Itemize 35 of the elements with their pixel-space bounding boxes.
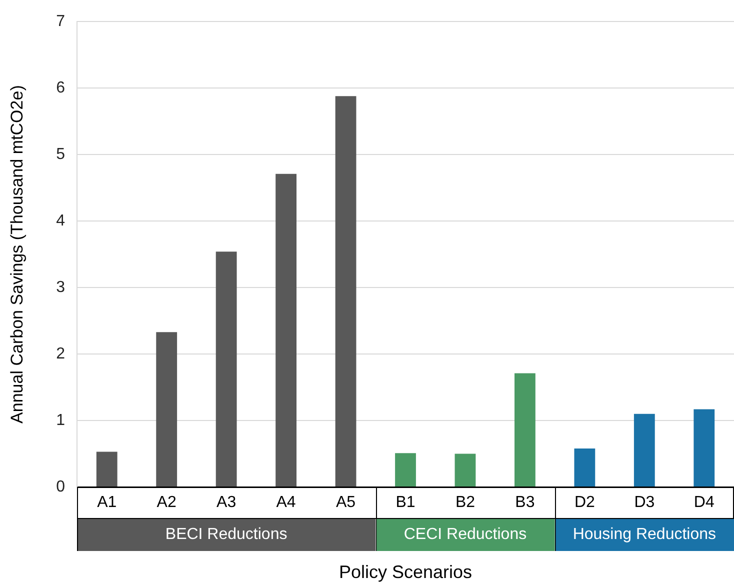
bar (454, 454, 476, 486)
y-tick-label: 2 (56, 345, 66, 362)
bar (156, 332, 178, 486)
text: BECI Reductions (165, 526, 288, 543)
bar (276, 174, 296, 486)
bar (335, 96, 356, 486)
text: Housing Reductions (572, 526, 716, 543)
x-tick-label: B3 (515, 494, 535, 511)
x-tick-label: A2 (156, 494, 176, 511)
x-tick-label: A5 (336, 494, 356, 511)
x-tick-label: A4 (276, 494, 296, 511)
bar (514, 373, 536, 486)
x-tick-label: A3 (216, 494, 236, 511)
y-tick-label: 3 (56, 278, 66, 296)
x-tick-label: D4 (694, 494, 714, 511)
y-axis-title: Annual Carbon Savings (Thousand mtCO2e) (8, 85, 27, 424)
bar (96, 452, 118, 486)
x-tick-label: A1 (97, 494, 117, 511)
x-tick-label: B1 (396, 494, 416, 511)
bar (694, 409, 715, 486)
y-tick-label: 6 (56, 79, 66, 96)
text: CECI Reductions (404, 526, 527, 543)
bar (216, 252, 237, 486)
y-tick-label: 1 (56, 412, 66, 429)
x-tick-label: B2 (455, 494, 476, 511)
x-tick-label: D3 (634, 494, 655, 511)
y-tick-label: 0 (56, 478, 66, 496)
x-tick-label: D2 (574, 494, 596, 511)
y-tick-label: 4 (56, 212, 66, 230)
bar (395, 453, 416, 486)
x-axis-title: Policy Scenarios (338, 562, 472, 582)
y-tick-label: 5 (56, 146, 66, 163)
bar (574, 448, 596, 486)
y-tick-label: 7 (56, 13, 66, 30)
bar (634, 414, 655, 486)
